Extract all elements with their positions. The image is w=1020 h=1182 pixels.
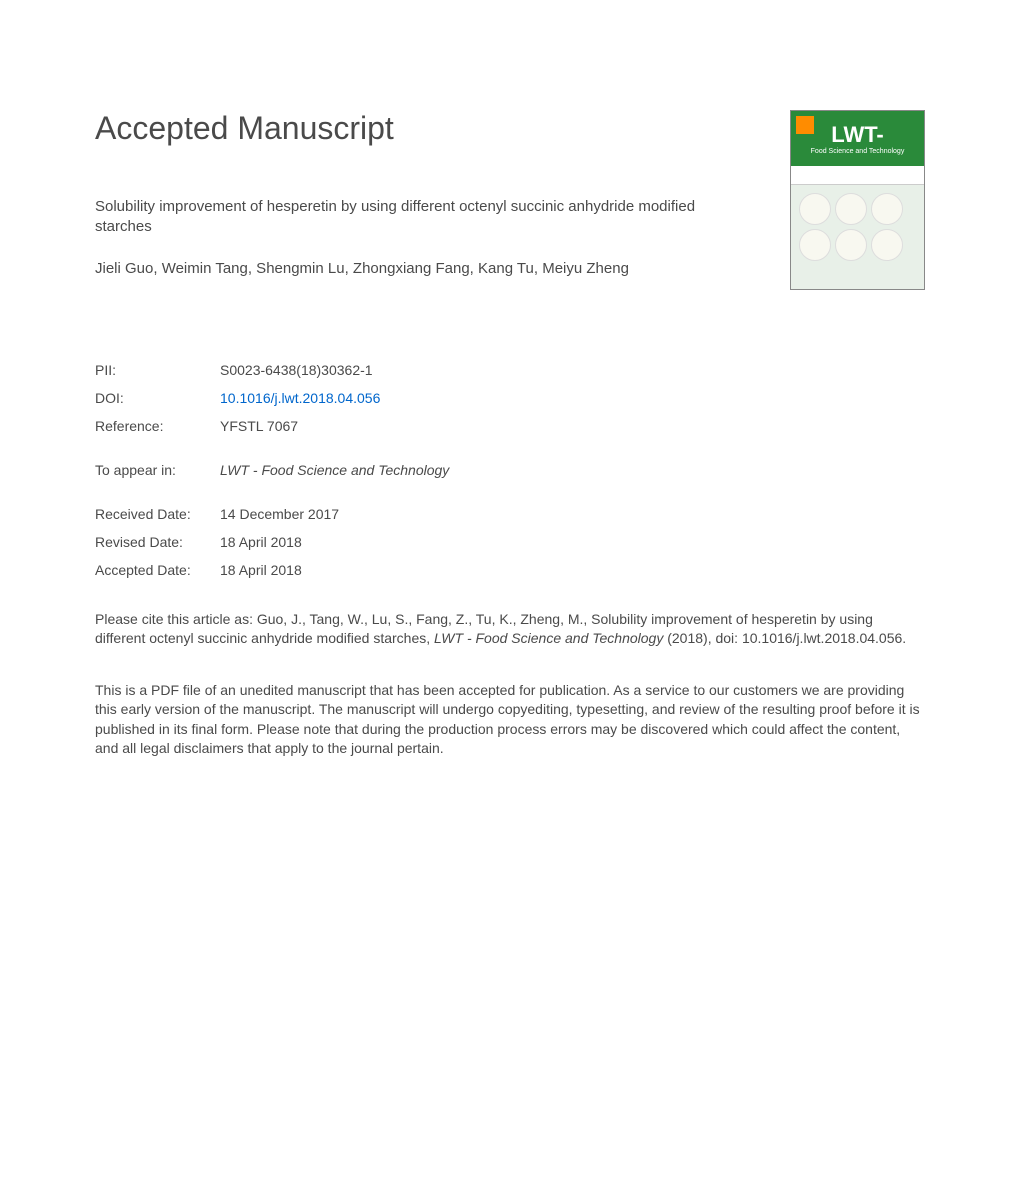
cover-circle-icon: [799, 193, 831, 225]
reference-label: Reference:: [95, 418, 220, 434]
received-label: Received Date:: [95, 506, 220, 522]
document-heading: Accepted Manuscript: [95, 110, 770, 147]
cover-header: LWT- Food Science and Technology: [791, 111, 924, 166]
doi-link[interactable]: 10.1016/j.lwt.2018.04.056: [220, 390, 380, 406]
accepted-value: 18 April 2018: [220, 562, 302, 578]
disclaimer-text: This is a PDF file of an unedited manusc…: [95, 681, 925, 759]
dates-table: Received Date: 14 December 2017 Revised …: [95, 506, 925, 578]
cover-circle-icon: [871, 229, 903, 261]
meta-row-pii: PII: S0023-6438(18)30362-1: [95, 362, 925, 378]
cover-image-area: [791, 185, 924, 289]
appear-table: To appear in: LWT - Food Science and Tec…: [95, 462, 925, 478]
article-title: Solubility improvement of hesperetin by …: [95, 197, 735, 238]
cover-middle-band: [791, 166, 924, 185]
appear-value: LWT - Food Science and Technology: [220, 462, 449, 478]
appear-label: To appear in:: [95, 462, 220, 478]
cover-journal-abbrev: LWT-: [831, 122, 884, 148]
metadata-table: PII: S0023-6438(18)30362-1 DOI: 10.1016/…: [95, 362, 925, 434]
cover-circle-icon: [799, 229, 831, 261]
revised-value: 18 April 2018: [220, 534, 302, 550]
cover-circle-icon: [871, 193, 903, 225]
reference-value: YFSTL 7067: [220, 418, 298, 434]
pii-value: S0023-6438(18)30362-1: [220, 362, 373, 378]
doi-label: DOI:: [95, 390, 220, 406]
revised-label: Revised Date:: [95, 534, 220, 550]
meta-row-accepted: Accepted Date: 18 April 2018: [95, 562, 925, 578]
header-area: Accepted Manuscript Solubility improveme…: [95, 110, 925, 317]
citation-suffix: (2018), doi: 10.1016/j.lwt.2018.04.056.: [663, 630, 906, 646]
meta-row-revised: Revised Date: 18 April 2018: [95, 534, 925, 550]
citation-text: Please cite this article as: Guo, J., Ta…: [95, 610, 925, 649]
accepted-label: Accepted Date:: [95, 562, 220, 578]
journal-cover-thumbnail: LWT- Food Science and Technology: [790, 110, 925, 290]
left-content: Accepted Manuscript Solubility improveme…: [95, 110, 770, 317]
cover-journal-subtitle: Food Science and Technology: [811, 148, 905, 155]
meta-row-reference: Reference: YFSTL 7067: [95, 418, 925, 434]
cover-circle-icon: [835, 193, 867, 225]
received-value: 14 December 2017: [220, 506, 339, 522]
meta-row-doi: DOI: 10.1016/j.lwt.2018.04.056: [95, 390, 925, 406]
pii-label: PII:: [95, 362, 220, 378]
elsevier-logo-icon: [796, 116, 814, 134]
meta-row-received: Received Date: 14 December 2017: [95, 506, 925, 522]
authors-list: Jieli Guo, Weimin Tang, Shengmin Lu, Zho…: [95, 260, 770, 277]
citation-journal: LWT - Food Science and Technology: [434, 630, 663, 646]
cover-circle-icon: [835, 229, 867, 261]
meta-row-appear: To appear in: LWT - Food Science and Tec…: [95, 462, 925, 478]
